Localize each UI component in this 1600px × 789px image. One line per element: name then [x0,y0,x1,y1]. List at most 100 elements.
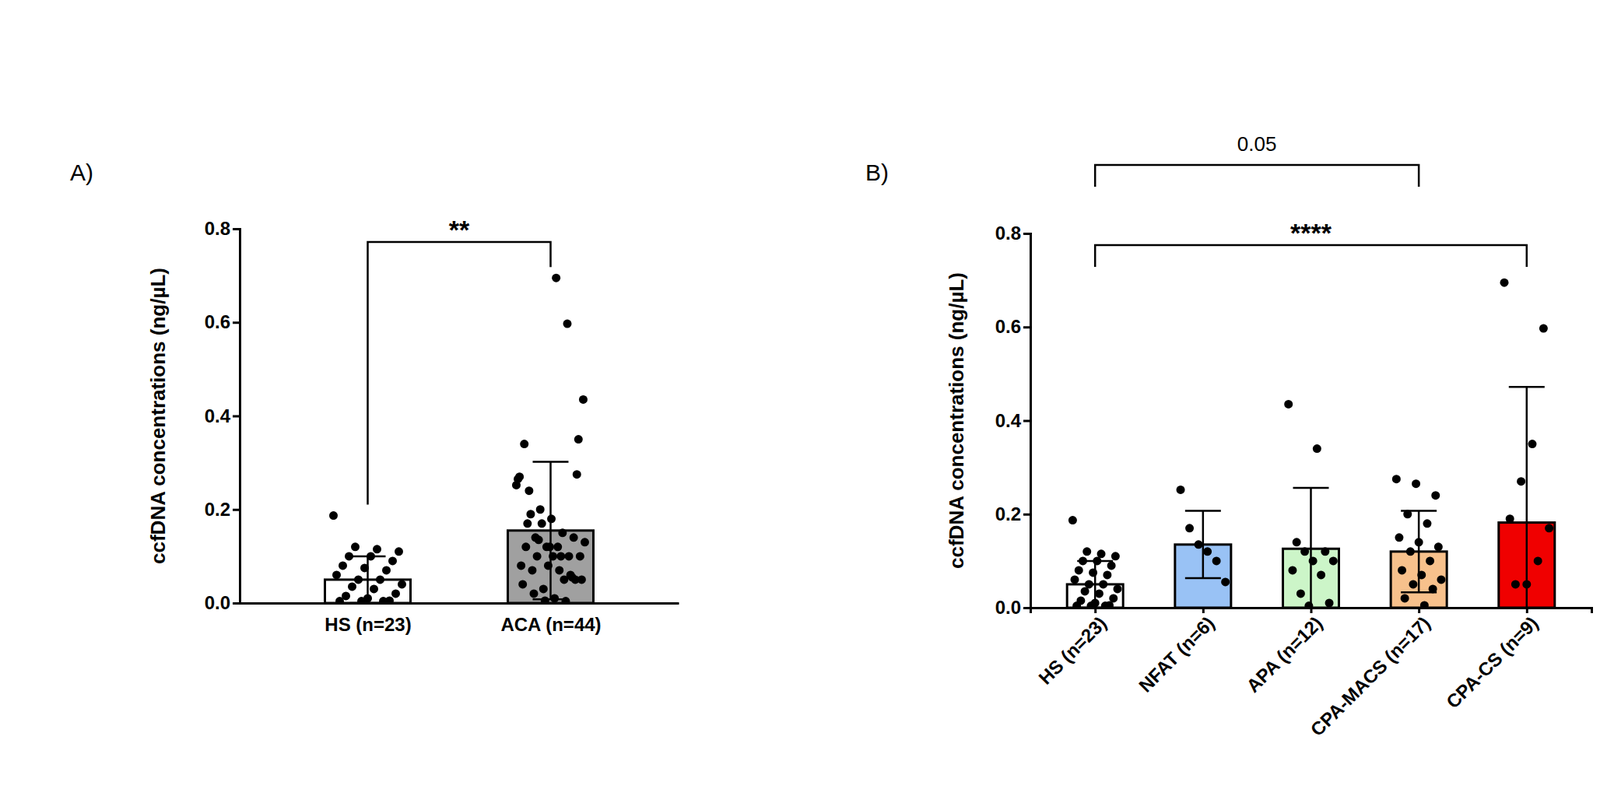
y-tick: 0.0 [204,592,240,614]
y-tick: 0.4 [995,410,1031,432]
data-point [521,542,530,551]
data-point [378,596,388,604]
y-tick-mark [1023,326,1031,329]
data-point [1092,556,1102,565]
y-tick-mark [232,508,240,512]
data-point [1316,570,1326,579]
data-point [547,514,556,523]
y-tick-mark [1023,607,1031,610]
data-point [1112,584,1122,593]
y-tick-mark [232,415,240,418]
data-point [1539,324,1548,334]
data-point [388,556,397,565]
y-axis: 0.00.20.40.60.8 [204,217,241,614]
data-point [1107,561,1116,570]
data-point [1511,579,1520,589]
data-point [531,533,541,542]
significance-bracket [1094,245,1527,267]
data-point [1420,600,1429,608]
data-point [350,542,360,551]
data-point [1522,579,1531,589]
data-point [329,511,338,520]
y-axis-title: ccfDNA concentrations (ng/µL) [146,267,170,565]
data-point [1221,577,1230,586]
data-point [571,575,580,584]
y-tick: 0.0 [995,596,1031,618]
y-tick-mark [232,321,240,324]
data-point [562,319,572,329]
y-tick-label: 0.4 [995,410,1022,432]
significance-label: 0.05 [1237,132,1278,156]
panel-title: A) [70,159,94,186]
data-point [516,561,526,570]
data-point [550,593,559,603]
significance-label: ** [449,214,471,245]
data-point [391,589,400,598]
data-point [354,575,363,584]
data-point [1417,570,1426,579]
data-point [1102,570,1112,579]
x-axis-line [240,602,680,605]
panel: A)ccfDNA concentrations (ng/µL)0.00.20.4… [70,159,680,636]
data-point [1394,533,1404,542]
error-bar [533,461,569,600]
data-point [1088,568,1098,577]
data-point [394,547,404,556]
data-point [1403,509,1412,519]
panel: B)ccfDNA concentrations (ng/µL)0.00.20.4… [865,132,1593,741]
data-point [1212,556,1222,565]
data-point [1422,519,1432,528]
data-point [1094,589,1104,598]
x-tick-label: HS (n=23) [1034,612,1111,689]
y-tick: 0.2 [995,503,1031,525]
data-point [1284,400,1293,409]
data-point [375,575,385,584]
significance-bracket [368,242,551,506]
x-tick: NFAT (n=6) [1134,607,1219,697]
data-point [1185,523,1194,533]
data-point [360,563,369,572]
data-point [1203,547,1212,556]
x-tick: APA (n=12) [1242,607,1327,697]
data-point [1528,439,1537,449]
y-tick: 0.4 [204,405,240,427]
x-tick-label: HS (n=23) [324,614,411,636]
x-tick-label: CPA-CS (n=9) [1442,612,1543,713]
data-point [1070,575,1080,584]
data-point [335,596,344,604]
data-point [1436,575,1446,584]
data-point [1080,586,1090,596]
y-tick-label: 0.8 [204,217,231,239]
data-point [1287,565,1297,575]
data-point [369,584,379,593]
data-point [338,561,348,570]
x-axis: HS (n=23) ACA (n=44) [240,603,680,636]
y-tick-label: 0.6 [204,311,231,333]
data-point [578,395,588,404]
y-axis-line [1023,234,1032,609]
data-point [1098,579,1108,589]
data-point [559,575,569,584]
data-point [536,505,545,514]
data-point [1397,565,1407,575]
data-point [527,565,537,575]
data-point [540,596,550,604]
data-point [551,273,561,283]
data-point [1176,485,1186,495]
data-point [1425,556,1435,565]
error-bar [1508,386,1545,608]
y-tick-mark [232,228,240,231]
data-point [1431,491,1440,500]
y-tick-label: 0.0 [995,596,1022,618]
data-point [569,533,579,542]
data-point [539,584,548,593]
data-point [557,528,567,537]
data-point [1101,601,1110,608]
data-point [1544,523,1554,533]
error-bar [1185,511,1222,579]
data-point [1111,551,1120,561]
x-tick: ACA (n=44) [500,603,601,636]
x-tick: CPA-CS (n=9) [1442,607,1543,713]
data-point [1308,556,1318,565]
data-point [1296,589,1306,598]
